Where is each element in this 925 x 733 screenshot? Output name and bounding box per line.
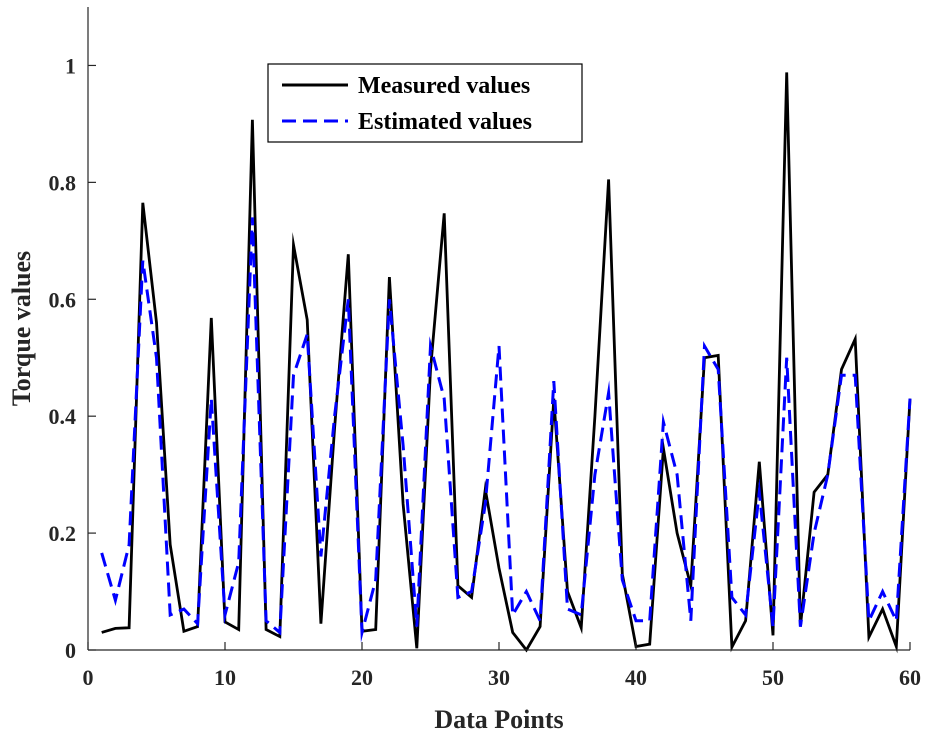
series-line-measured [101, 72, 912, 654]
legend-label-measured: Measured values [358, 73, 530, 99]
y-tick-label: 1 [65, 53, 76, 78]
series-line-estimated [100, 217, 912, 643]
x-tick-label: 50 [762, 665, 784, 690]
x-tick-label: 0 [83, 665, 94, 690]
x-tick-label: 40 [625, 665, 647, 690]
y-tick-label: 0.4 [49, 404, 77, 429]
y-tick-label: 0.2 [49, 521, 77, 546]
y-axis-title: Torque values [7, 251, 36, 406]
y-tick-label: 0.6 [49, 287, 77, 312]
y-tick-label: 0.8 [49, 170, 77, 195]
x-tick-label: 20 [351, 665, 373, 690]
x-axis: 0 10 20 30 40 50 60 [83, 642, 921, 690]
x-tick-label: 10 [214, 665, 236, 690]
legend-box [267, 63, 583, 143]
x-axis-title: Data Points [434, 705, 563, 733]
x-tick-label: 60 [899, 665, 921, 690]
legend: Measured values Estimated values [267, 63, 583, 143]
plot-area [100, 72, 912, 654]
y-tick-label: 0 [65, 638, 76, 663]
x-tick-label: 30 [488, 665, 510, 690]
legend-label-estimated: Estimated values [358, 109, 532, 135]
y-axis: 0 0.2 0.4 0.6 0.8 1 [49, 7, 96, 663]
